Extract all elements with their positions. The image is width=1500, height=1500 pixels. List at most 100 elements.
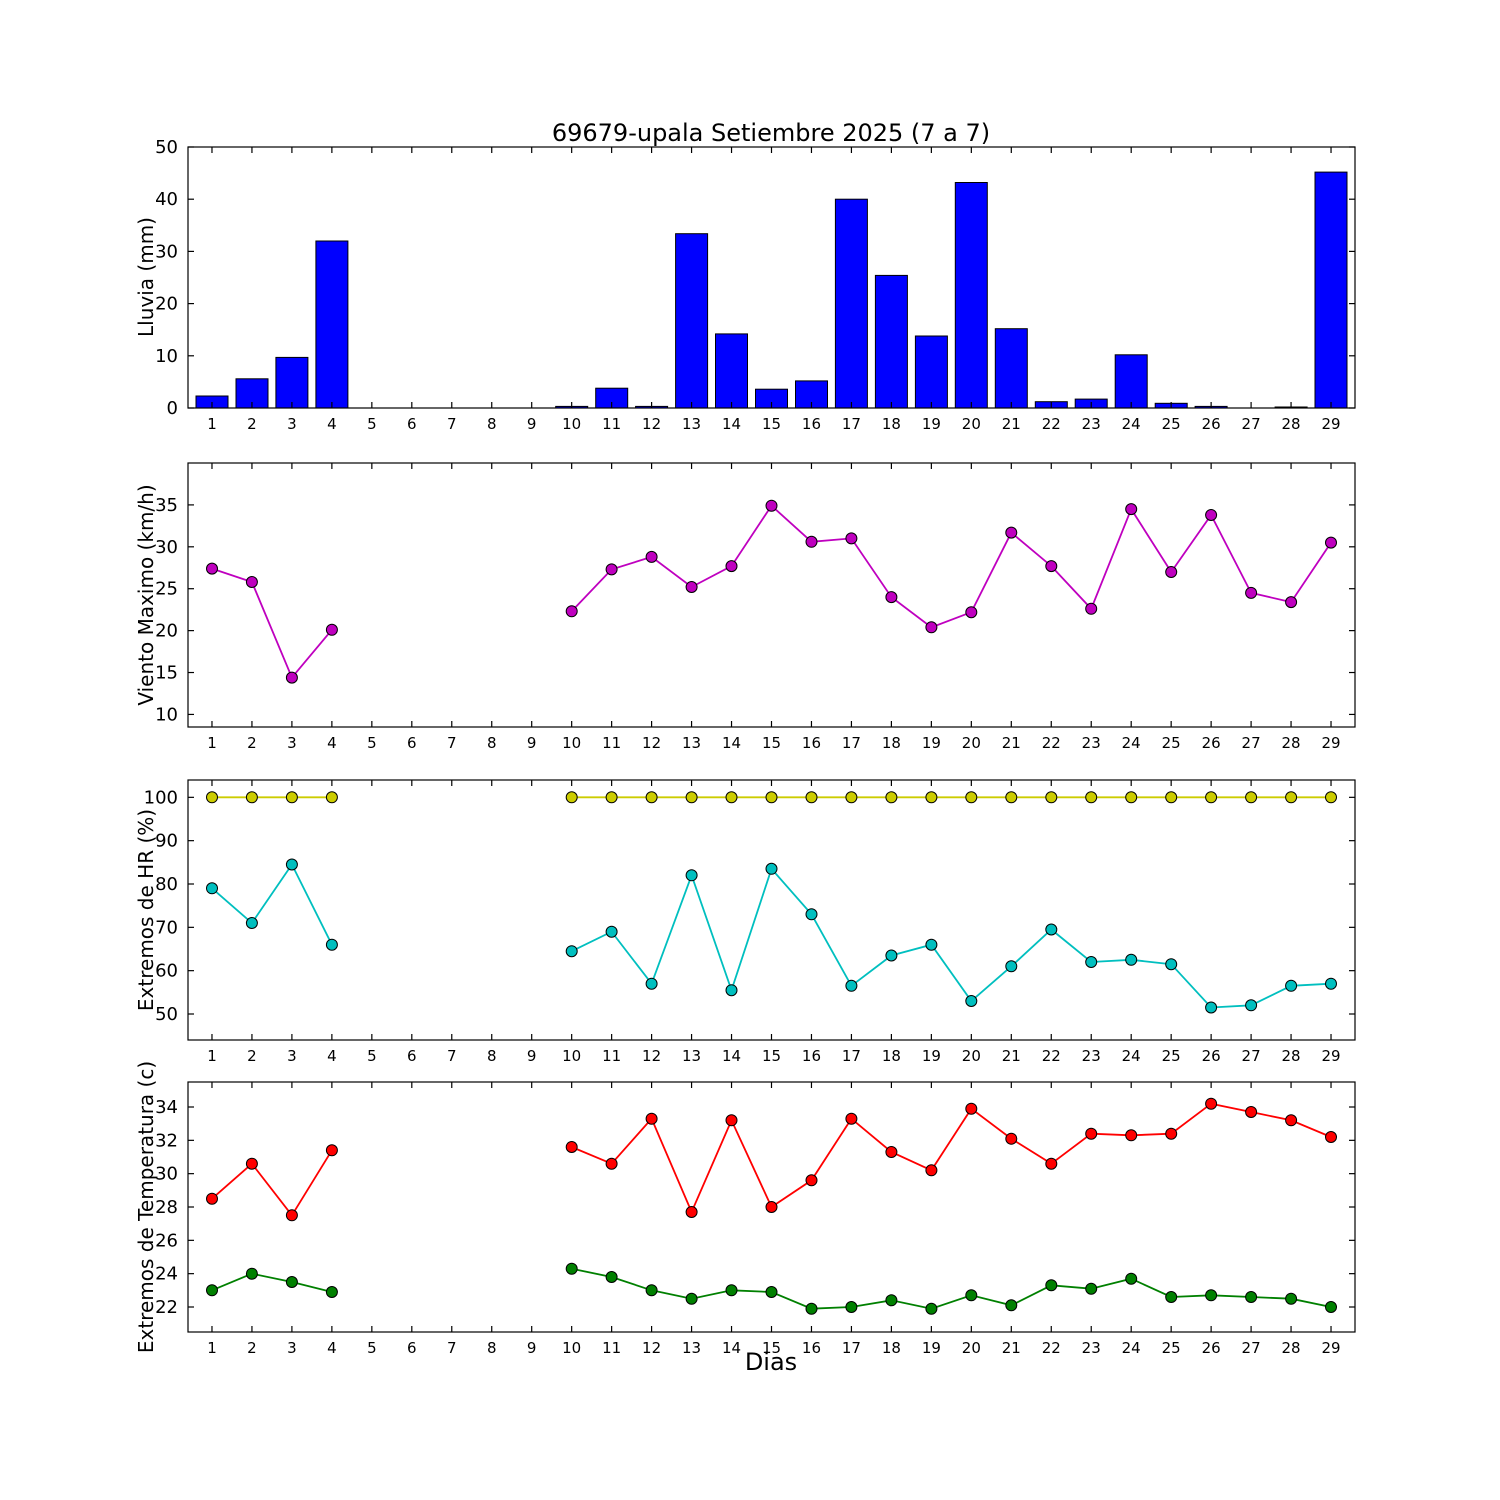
- hr-max-point: [565, 791, 578, 804]
- hr-max-point: [1165, 791, 1178, 804]
- x-tick-label: 18: [882, 1047, 901, 1065]
- viento-maximo-point: [725, 560, 738, 573]
- hr-min-point: [206, 882, 218, 895]
- x-tick-label: 4: [327, 415, 337, 433]
- viento-maximo-point: [325, 623, 338, 636]
- y-tick-label: 26: [155, 1230, 178, 1251]
- viento-maximo-point: [565, 605, 578, 618]
- x-tick-label: 7: [447, 415, 457, 433]
- viento-maximo-point: [1005, 526, 1018, 539]
- lluvia-bar: [675, 233, 709, 409]
- x-tick-label: 7: [447, 1047, 457, 1065]
- y-tick-label: 10: [155, 704, 178, 725]
- x-tick-label: 1: [207, 415, 217, 433]
- y-tick-label: 24: [155, 1264, 178, 1285]
- temp-min-point: [765, 1286, 778, 1298]
- x-tick-label: 5: [367, 415, 377, 433]
- hr-min-point: [565, 945, 578, 958]
- temp-max-point: [845, 1112, 858, 1125]
- x-tick-label: 3: [287, 415, 297, 433]
- hr-max-point: [325, 791, 338, 804]
- x-tick-label: 16: [802, 1339, 821, 1357]
- viento-maximo-point: [245, 576, 258, 588]
- x-tick-label: 17: [842, 1047, 861, 1065]
- lluvia-bar: [715, 333, 748, 409]
- hr-max-point: [1285, 791, 1298, 804]
- y-tick-label: 28: [155, 1197, 178, 1218]
- viento-maximo-point: [1245, 586, 1258, 599]
- hr-min-point: [645, 977, 658, 990]
- temp-max-point: [885, 1146, 898, 1158]
- x-tick-label: 14: [722, 1047, 741, 1065]
- hr-min-point: [1165, 958, 1178, 971]
- y-tick-label: 20: [155, 294, 178, 315]
- hr-max-point: [725, 791, 738, 804]
- x-tick-label: 11: [602, 734, 621, 752]
- x-tick-label: 29: [1321, 415, 1340, 433]
- hr-min-point: [605, 925, 618, 938]
- temp-max-point: [325, 1144, 338, 1157]
- x-tick-label: 5: [367, 1047, 377, 1065]
- y-tick-label: 34: [155, 1097, 178, 1118]
- x-tick-label: 20: [962, 415, 981, 433]
- hr-max-point: [245, 791, 258, 804]
- temp-max-point: [245, 1157, 258, 1170]
- x-tick-label: 20: [962, 734, 981, 752]
- x-tick-label: 1: [207, 1339, 217, 1357]
- x-tick-label: 25: [1162, 734, 1181, 752]
- temp-min-point: [1205, 1289, 1218, 1302]
- hr-min-point: [325, 938, 338, 951]
- x-tick-label: 5: [367, 1339, 377, 1357]
- x-tick-label: 8: [487, 1047, 497, 1065]
- wind-y-axis-label: Viento Maximo (km/h): [134, 484, 158, 706]
- temp-max-point: [206, 1192, 218, 1205]
- y-tick-label: 30: [155, 537, 178, 558]
- x-tick-label: 22: [1042, 1047, 1061, 1065]
- temp-min-point: [1165, 1291, 1178, 1303]
- viento-maximo-point: [925, 621, 938, 634]
- temp-max-point: [1245, 1106, 1258, 1118]
- viento-maximo-point: [1045, 560, 1058, 573]
- viento-maximo-point: [285, 671, 298, 684]
- x-tick-label: 20: [962, 1339, 981, 1357]
- x-tick-label: 13: [682, 734, 701, 752]
- temp-max-point: [1325, 1131, 1337, 1143]
- y-tick-label: 20: [155, 621, 178, 642]
- y-tick-label: 0: [167, 398, 178, 419]
- temp-max-point: [1285, 1114, 1298, 1127]
- hr-max-point: [285, 791, 298, 804]
- y-tick-label: 70: [155, 917, 178, 938]
- x-tick-label: 15: [762, 734, 781, 752]
- hr-max-point: [645, 791, 658, 804]
- x-tick-label: 6: [407, 1047, 417, 1065]
- temp-min-point: [605, 1271, 618, 1283]
- hr-max-point: [1085, 791, 1098, 804]
- hr-max-point: [965, 791, 978, 804]
- y-tick-label: 30: [155, 241, 178, 262]
- x-tick-label: 23: [1082, 1339, 1101, 1357]
- viento-maximo-point: [885, 591, 898, 604]
- x-tick-label: 1: [207, 1047, 217, 1065]
- hr-min-point: [1325, 977, 1337, 990]
- x-tick-label: 19: [922, 415, 941, 433]
- x-tick-label: 3: [287, 734, 297, 752]
- x-tick-label: 26: [1202, 734, 1221, 752]
- x-tick-label: 24: [1122, 1339, 1141, 1357]
- hr-max-point: [1325, 791, 1337, 804]
- x-tick-label: 28: [1282, 415, 1301, 433]
- x-tick-label: 18: [882, 1339, 901, 1357]
- x-tick-label: 28: [1282, 1047, 1301, 1065]
- x-tick-label: 14: [722, 734, 741, 752]
- y-tick-label: 90: [155, 831, 178, 852]
- x-tick-label: 2: [247, 1047, 257, 1065]
- x-tick-label: 28: [1282, 1339, 1301, 1357]
- x-tick-label: 22: [1042, 734, 1061, 752]
- hr-max-point: [765, 791, 778, 804]
- viento-maximo-point: [845, 532, 858, 545]
- x-tick-label: 12: [642, 415, 661, 433]
- temp-max-point: [1125, 1129, 1138, 1142]
- y-tick-label: 100: [144, 787, 178, 808]
- x-tick-label: 25: [1162, 1047, 1181, 1065]
- lluvia-bar: [1314, 171, 1348, 409]
